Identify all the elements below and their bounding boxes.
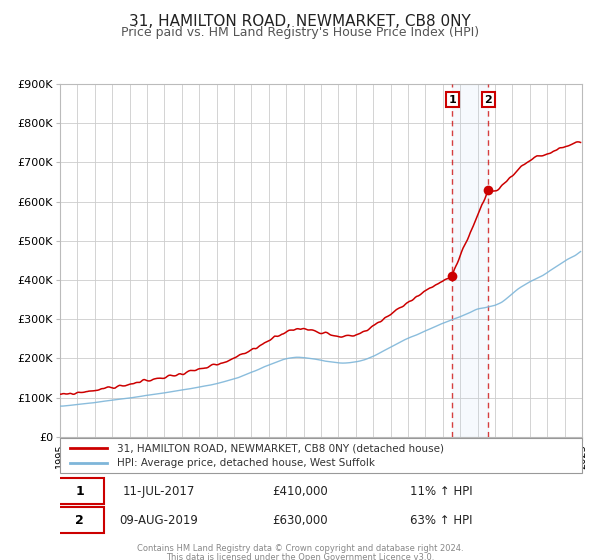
Text: 1: 1 xyxy=(448,95,456,105)
Text: 11% ↑ HPI: 11% ↑ HPI xyxy=(410,485,472,498)
Text: This data is licensed under the Open Government Licence v3.0.: This data is licensed under the Open Gov… xyxy=(166,553,434,560)
Text: 11-JUL-2017: 11-JUL-2017 xyxy=(123,485,196,498)
Text: 2: 2 xyxy=(485,95,492,105)
Text: HPI: Average price, detached house, West Suffolk: HPI: Average price, detached house, West… xyxy=(118,459,376,469)
FancyBboxPatch shape xyxy=(55,478,104,505)
Bar xyxy=(452,84,488,437)
Text: 2: 2 xyxy=(76,514,84,527)
Text: 1: 1 xyxy=(76,485,84,498)
FancyBboxPatch shape xyxy=(55,507,104,533)
Text: £410,000: £410,000 xyxy=(272,485,328,498)
FancyBboxPatch shape xyxy=(60,438,582,473)
Text: 09-AUG-2019: 09-AUG-2019 xyxy=(120,514,199,527)
Text: 31, HAMILTON ROAD, NEWMARKET, CB8 0NY: 31, HAMILTON ROAD, NEWMARKET, CB8 0NY xyxy=(129,14,471,29)
Text: Price paid vs. HM Land Registry's House Price Index (HPI): Price paid vs. HM Land Registry's House … xyxy=(121,26,479,39)
Text: Contains HM Land Registry data © Crown copyright and database right 2024.: Contains HM Land Registry data © Crown c… xyxy=(137,544,463,553)
Text: 63% ↑ HPI: 63% ↑ HPI xyxy=(410,514,472,527)
Text: 31, HAMILTON ROAD, NEWMARKET, CB8 0NY (detached house): 31, HAMILTON ROAD, NEWMARKET, CB8 0NY (d… xyxy=(118,443,445,453)
Text: £630,000: £630,000 xyxy=(272,514,328,527)
